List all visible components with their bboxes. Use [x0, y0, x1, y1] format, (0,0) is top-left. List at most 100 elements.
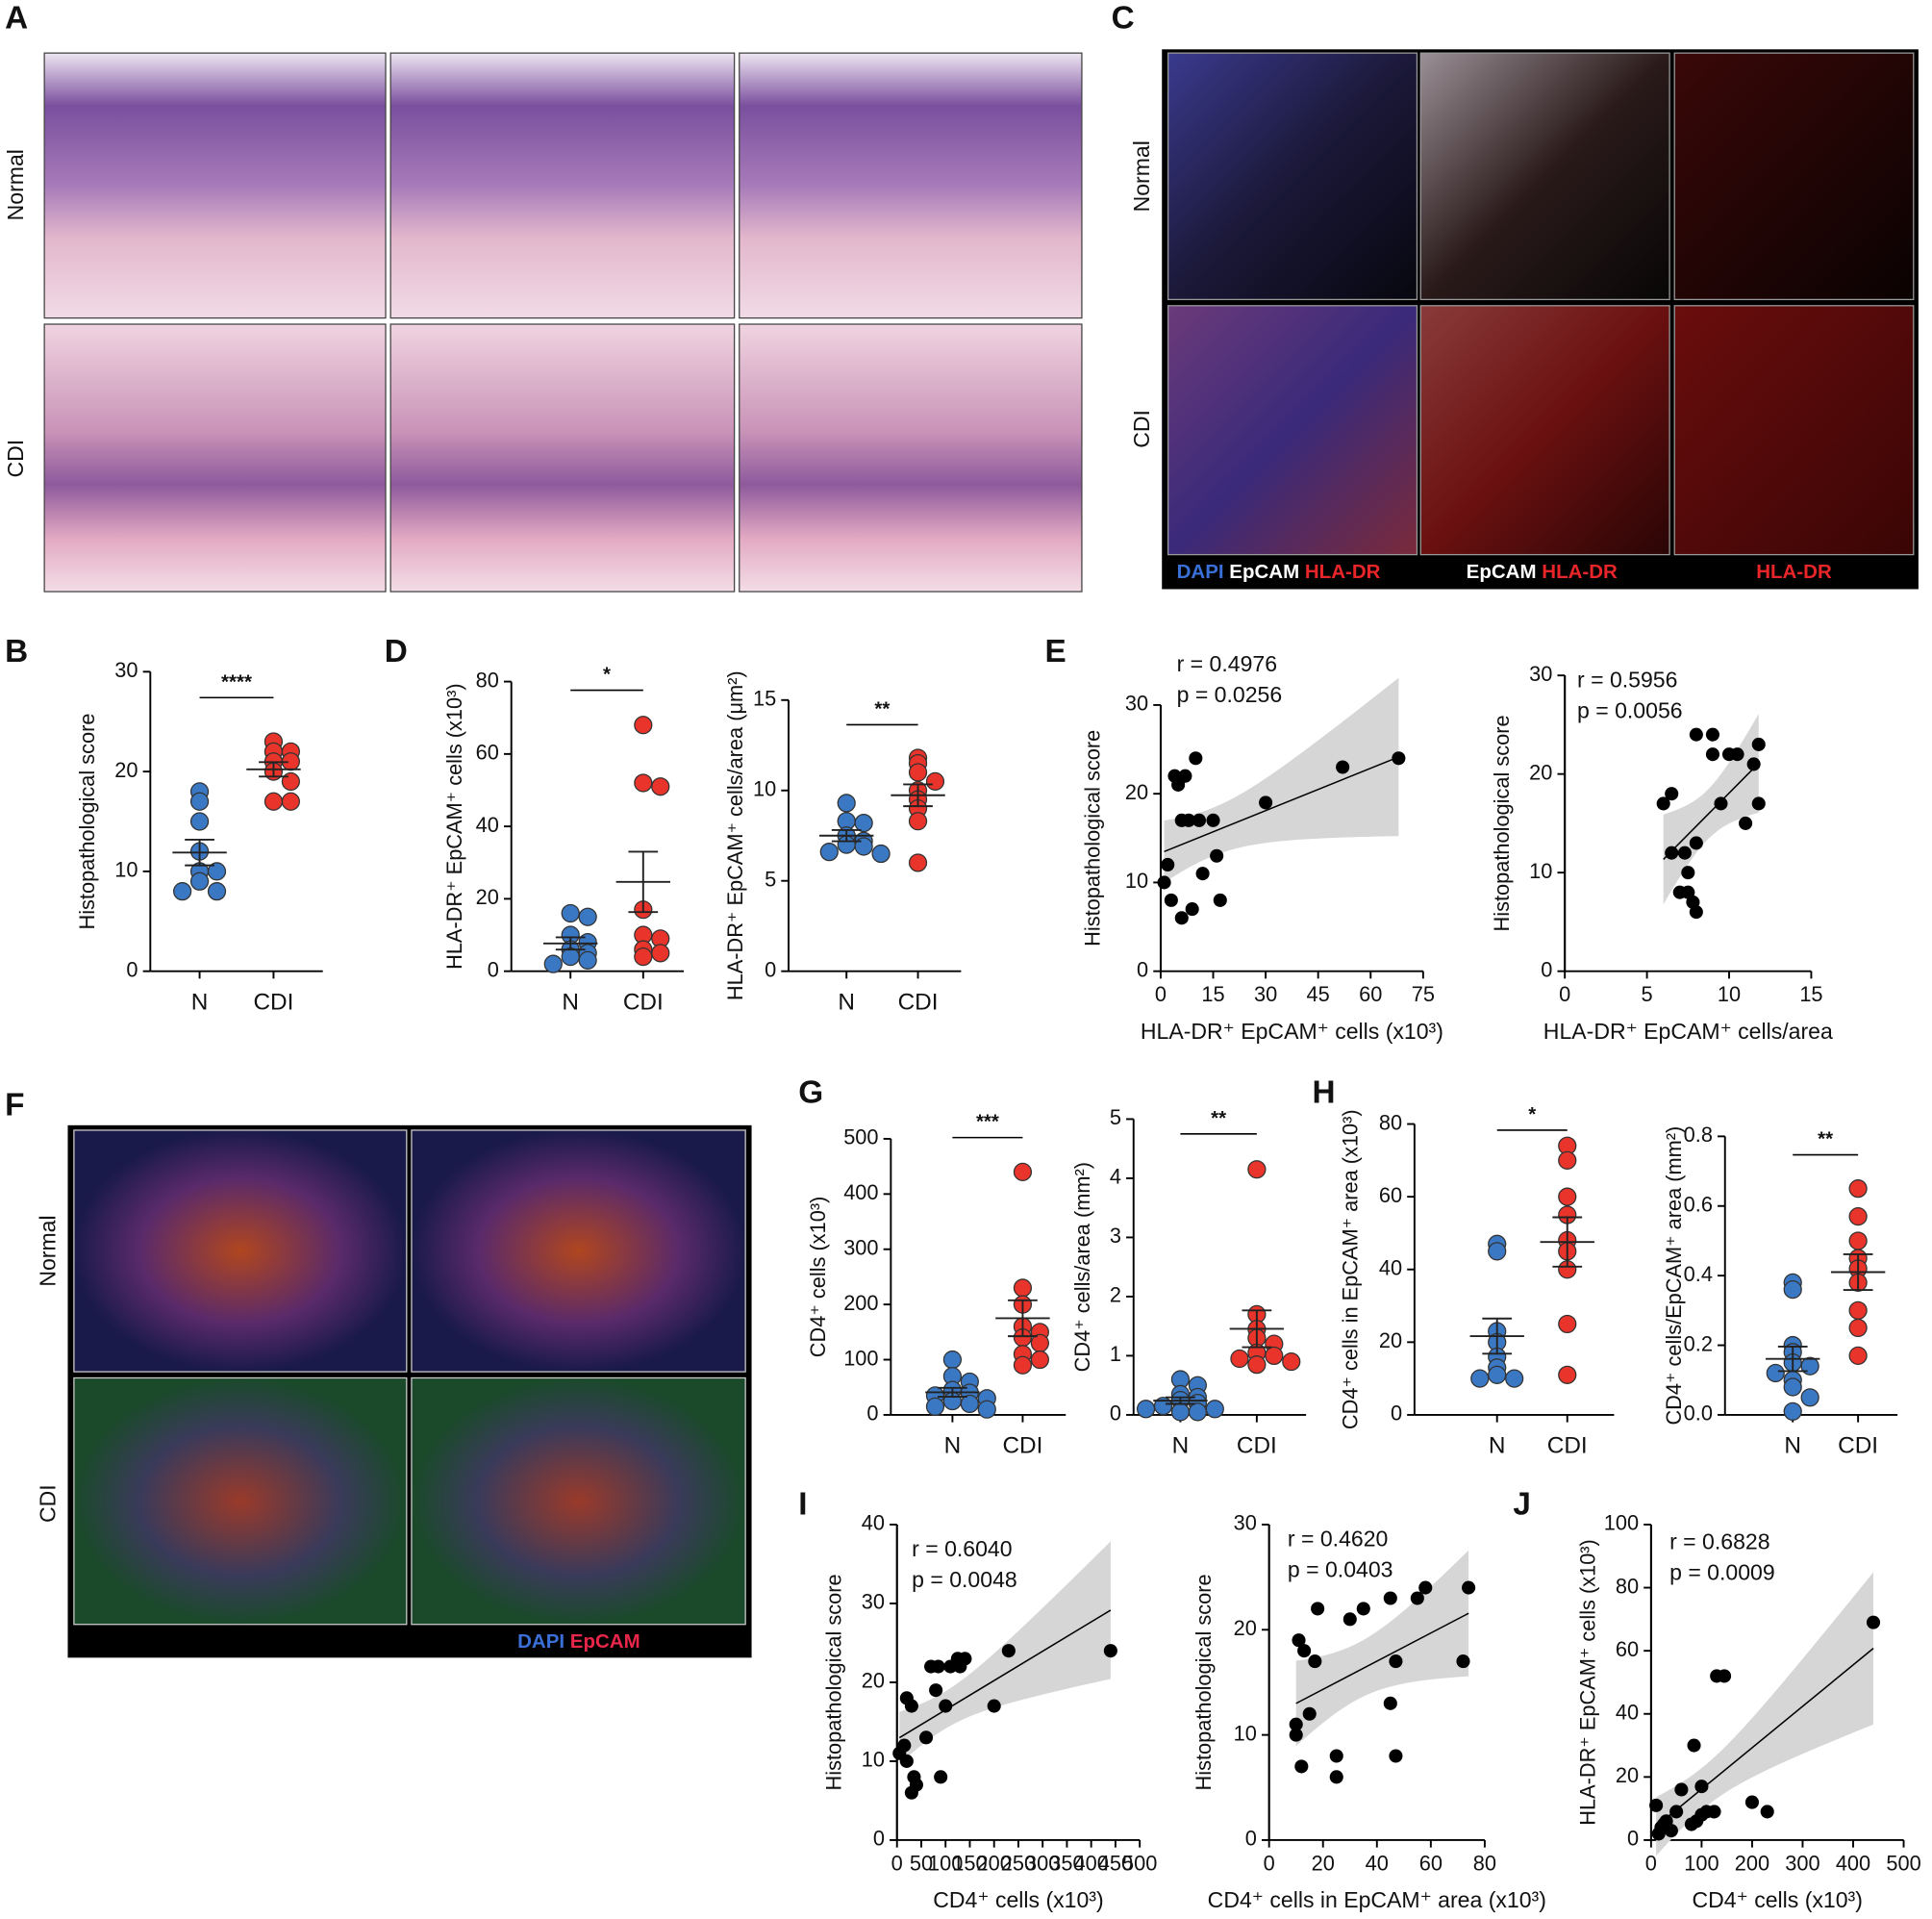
data-point [1558, 1314, 1577, 1334]
stain-label: EpCAM HLA-DR [1467, 561, 1618, 583]
y-tick-label: 80 [1379, 1110, 1402, 1134]
data-point [1205, 1400, 1224, 1419]
data-point [1302, 1706, 1317, 1721]
data-point [543, 954, 563, 973]
y-tick-label: 60 [476, 741, 499, 765]
data-point [1213, 893, 1227, 907]
chart: 0 20 40 60 80 HLA-DR⁺ EpCAM⁺ cells (x10³) N CDI… [442, 664, 685, 1015]
chart: 0 100 200 300 400 500 CD4⁺ cells (x10³) N CDI *** [806, 1111, 1066, 1459]
x-tick-label: 20 [1312, 1851, 1335, 1875]
data-point [173, 882, 192, 901]
annotation: p = 0.0048 [912, 1567, 1017, 1592]
y-tick-label: 20 [476, 885, 499, 909]
y-tick-label: 30 [114, 658, 138, 682]
y-tick-label: 0.6 [1684, 1192, 1713, 1216]
y-tick-label: 10 [1529, 859, 1552, 883]
data-point [189, 871, 210, 891]
x-tick-label: CDI [1237, 1433, 1277, 1459]
x-tick-label: 15 [1799, 982, 1822, 1006]
data-point [1001, 1644, 1016, 1658]
panel-letter: A [5, 0, 28, 36]
data-point [1103, 1644, 1117, 1658]
y-tick-label: 20 [1234, 1616, 1257, 1640]
data-point [1730, 747, 1744, 762]
data-point [1488, 1365, 1507, 1384]
significance: *** [976, 1111, 999, 1133]
data-point [1558, 1150, 1577, 1170]
data-point [819, 843, 839, 862]
data-point [634, 716, 653, 735]
y-tick-label: 10 [1234, 1721, 1257, 1745]
data-point [1294, 1759, 1309, 1774]
y-axis-label: CD4⁺ cells (x10³) [806, 1197, 830, 1358]
regression-line [898, 1609, 1112, 1739]
data-point [1848, 1318, 1868, 1338]
row-label: CDI [35, 1484, 60, 1523]
data-point [1311, 1602, 1325, 1616]
row-label: CDI [1129, 410, 1154, 448]
data-point [1665, 787, 1679, 801]
data-point [1170, 1402, 1191, 1422]
y-tick-label: 80 [1616, 1574, 1639, 1598]
y-tick-label: 80 [476, 668, 499, 692]
x-axis-label: CD4⁺ cells (x10³) [1693, 1887, 1863, 1912]
data-point [1174, 911, 1189, 925]
data-point [1462, 1580, 1476, 1595]
stain-label: DAPI EpCAM HLA-DR [1177, 561, 1381, 583]
y-tick-label: 10 [753, 777, 776, 801]
stain: EpCAM [1467, 561, 1537, 583]
data-point [908, 812, 928, 831]
data-point [1848, 1300, 1868, 1320]
data-point [1185, 902, 1199, 917]
stain: HLA-DR [1305, 561, 1381, 583]
y-tick-label: 0.4 [1684, 1262, 1713, 1286]
data-point [1470, 1369, 1490, 1388]
data-point [578, 907, 597, 926]
data-point [1030, 1350, 1049, 1370]
x-axis-label: CD4⁺ cells (x10³) [933, 1887, 1103, 1912]
x-tick-label: 400 [1836, 1851, 1870, 1875]
data-point [934, 1770, 948, 1784]
stain: DAPI [1177, 561, 1224, 583]
x-tick-label: CDI [1002, 1433, 1042, 1459]
data-point [1230, 1349, 1249, 1369]
significance: **** [221, 670, 252, 693]
x-tick-label: 200 [977, 1851, 1012, 1875]
x-tick-label: 300 [1025, 1851, 1060, 1875]
data-point [634, 773, 653, 793]
y-tick-label: 20 [862, 1669, 885, 1693]
annotation: p = 0.0009 [1669, 1559, 1775, 1584]
regression-line [1164, 756, 1399, 853]
x-tick-label: 45 [1307, 982, 1330, 1006]
data-point [1189, 751, 1203, 766]
x-axis-label: CD4⁺ cells in EpCAM⁺ area (x10³) [1208, 1887, 1546, 1912]
data-point [987, 1699, 1001, 1713]
y-tick-label: 1 [1110, 1342, 1121, 1366]
data-point [1783, 1377, 1802, 1397]
data-point [1289, 1728, 1303, 1742]
data-point [1677, 846, 1692, 860]
data-point [1383, 1696, 1397, 1710]
stain: EpCAM [1229, 561, 1299, 583]
data-point [281, 792, 300, 811]
y-tick-label: 0 [1245, 1827, 1257, 1851]
data-point [1164, 893, 1178, 907]
y-tick-label: 0 [1541, 957, 1552, 981]
x-tick-label: 300 [1785, 1851, 1819, 1875]
y-tick-label: 5 [1110, 1105, 1121, 1129]
regression-line [1655, 1648, 1874, 1828]
y-tick-label: 40 [1379, 1255, 1402, 1279]
data-point [1178, 769, 1192, 783]
data-point [207, 882, 227, 901]
data-point [1195, 867, 1210, 881]
x-tick-label: 0 [1264, 1851, 1275, 1875]
y-tick-label: 0 [765, 957, 776, 981]
x-tick-label: 200 [1735, 1851, 1769, 1875]
x-tick-label: 15 [1201, 982, 1224, 1006]
y-tick-label: 0 [126, 957, 138, 981]
y-tick-label: 0.2 [1684, 1331, 1713, 1355]
y-tick-label: 0.0 [1684, 1401, 1713, 1426]
data-point [1136, 1400, 1156, 1419]
